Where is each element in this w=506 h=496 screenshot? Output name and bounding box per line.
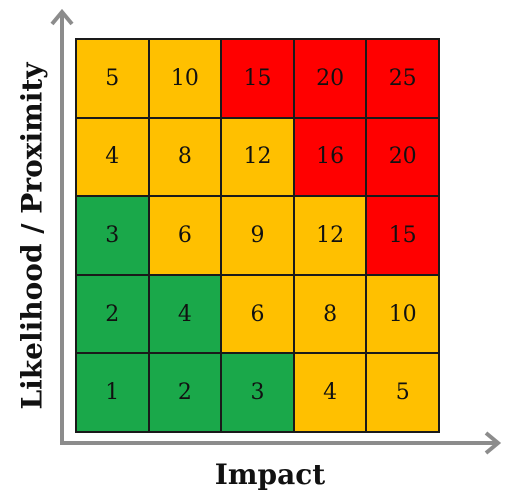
matrix-cell: 12 — [221, 117, 294, 197]
matrix-cell: 15 — [221, 39, 294, 118]
x-axis-label: Impact — [214, 458, 326, 491]
matrix-cell: 10 — [366, 274, 439, 354]
matrix-cell: 6 — [148, 196, 222, 275]
matrix-cell: 25 — [366, 39, 439, 118]
matrix-cell: 10 — [148, 39, 222, 118]
matrix-cell: 20 — [293, 39, 367, 118]
matrix-cell: 20 — [366, 117, 439, 197]
matrix-cell: 8 — [148, 117, 222, 197]
matrix-cell: 5 — [366, 353, 439, 432]
matrix-cell: 2 — [76, 274, 149, 354]
matrix-cell: 4 — [76, 117, 149, 197]
matrix-cell: 6 — [221, 274, 294, 354]
matrix-cell: 9 — [221, 196, 294, 275]
matrix-cell: 8 — [293, 274, 367, 354]
matrix-cell: 4 — [293, 353, 367, 432]
matrix-cell: 3 — [76, 196, 149, 275]
y-axis-label: Likelihood / Proximity — [15, 62, 49, 410]
matrix-cell: 2 — [148, 353, 222, 432]
y-axis-arrowhead — [50, 8, 74, 26]
matrix-cell: 1 — [76, 353, 149, 432]
matrix-cell: 5 — [76, 39, 149, 118]
matrix-cell: 12 — [293, 196, 367, 275]
matrix-cell: 4 — [148, 274, 222, 354]
x-axis-arrowhead — [484, 431, 502, 455]
matrix-cell: 16 — [293, 117, 367, 197]
matrix-cell: 15 — [366, 196, 439, 275]
matrix-cell: 3 — [221, 353, 294, 432]
risk-matrix: 5 10 15 20 25 4 8 12 16 20 3 6 9 12 15 2 4 6 8 10 1 2 3 4 5 — [75, 38, 440, 433]
